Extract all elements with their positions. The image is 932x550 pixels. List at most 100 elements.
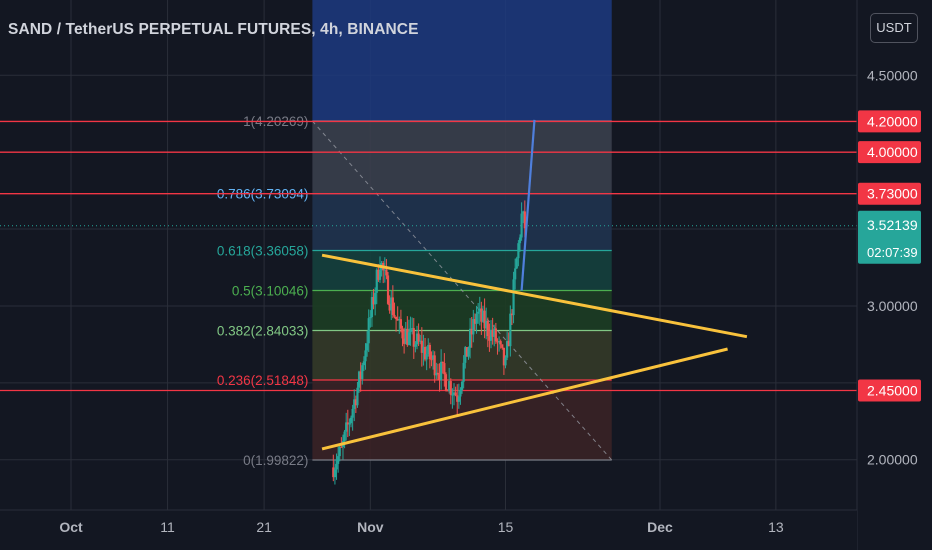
candle-body [374, 292, 377, 305]
candle-body [470, 328, 473, 335]
candle-body [518, 237, 522, 244]
candle-body [404, 328, 407, 344]
candle-body [431, 355, 435, 360]
fib-level-label: 0.618(3.36058) [217, 243, 309, 258]
price-tick-label: 2.00000 [867, 452, 918, 468]
price-tick-label: 3.00000 [867, 298, 918, 314]
candle-body [337, 456, 340, 464]
candle-body [449, 381, 452, 395]
currency-button[interactable]: USDT [870, 13, 918, 43]
candle-body [366, 343, 369, 351]
price-tick-label: 4.50000 [867, 67, 918, 83]
last-price-badge [858, 210, 921, 264]
candle-body [396, 319, 399, 321]
level-price-badge [858, 110, 921, 133]
candle-body [460, 381, 464, 391]
time-tick-label: 21 [256, 519, 272, 535]
candle-body [345, 422, 348, 432]
candle-body [457, 396, 460, 402]
candle-body [502, 347, 505, 366]
candle-body [489, 329, 493, 341]
candle-body [493, 328, 496, 337]
candle-body [422, 346, 425, 353]
time-tick-label: 13 [768, 519, 784, 535]
candle-body [514, 268, 517, 280]
candle-body [481, 310, 485, 322]
candle-body [520, 213, 523, 238]
candle-body [512, 279, 515, 316]
candle-body [452, 392, 456, 395]
candle-body [420, 340, 423, 353]
candle-body [394, 316, 398, 320]
candle-body [417, 333, 420, 342]
fib-band [312, 290, 612, 331]
candle-body [448, 381, 451, 391]
fib-band [312, 193, 612, 251]
candle-body [407, 332, 411, 346]
candle-body [354, 399, 357, 406]
candle-body [367, 318, 370, 344]
candle-body [480, 308, 483, 322]
candle-body [478, 308, 481, 312]
level-price-badge [858, 182, 921, 205]
candle-body [433, 355, 436, 376]
fib-level-label: 0.382(2.84033) [217, 324, 309, 339]
candle-body [465, 347, 468, 357]
candle-body [438, 373, 441, 381]
candle-body [443, 363, 446, 375]
candle-body [488, 336, 491, 341]
time-tick-label: Dec [647, 519, 673, 535]
price-scale[interactable] [857, 0, 932, 550]
time-axis[interactable] [0, 510, 857, 550]
candle-body [494, 328, 497, 342]
candle-body [515, 258, 518, 269]
candle-body [406, 328, 409, 346]
candle-body [335, 463, 338, 470]
candle-body [459, 390, 462, 397]
candle-body [499, 341, 502, 345]
level-price-label: 3.73000 [867, 186, 918, 202]
candle-body [522, 211, 525, 214]
candle-body [485, 320, 488, 329]
fib-level-label: 0.236(2.51848) [217, 373, 309, 388]
last-price-value: 3.52139 [867, 217, 918, 233]
level-price-badge [858, 379, 921, 402]
candle-body [393, 314, 396, 317]
candle-body [412, 328, 415, 347]
triangle-lower-trendline[interactable] [321, 347, 728, 451]
candle-body [506, 341, 509, 358]
candle-body [501, 344, 504, 348]
candle-body [486, 320, 489, 337]
projection-line[interactable] [520, 119, 536, 291]
candle-body [362, 361, 365, 366]
candle-body [357, 371, 361, 388]
candle-body [517, 243, 520, 259]
fib-level-label: 0(1.99822) [243, 453, 308, 468]
level-price-label: 4.20000 [867, 113, 918, 129]
candle-body [398, 319, 401, 321]
candle-body [364, 350, 367, 362]
triangle-upper-trendline[interactable] [321, 253, 748, 339]
candle-body [415, 333, 419, 345]
time-tick-label: Oct [59, 519, 83, 535]
candle-body [496, 341, 499, 343]
candle-body [510, 313, 514, 316]
time-tick-label: 15 [498, 519, 514, 535]
chart-title: SAND / TetherUS PERPETUAL FUTURES, 4h, B… [8, 21, 419, 38]
candle-body [369, 317, 372, 319]
candle-body [491, 329, 494, 337]
candle-body [353, 399, 356, 409]
candle-body [425, 354, 428, 360]
candle-body [497, 341, 501, 343]
fib-level-label: 0.5(3.10046) [232, 283, 309, 298]
candle-body [462, 362, 465, 382]
candle-body [472, 319, 475, 335]
candle-body [419, 340, 422, 342]
candle-body [388, 303, 391, 311]
candle-body [349, 417, 353, 424]
candle-body [333, 469, 337, 478]
level-price-label: 4.00000 [867, 144, 918, 160]
candle-body [338, 446, 341, 457]
candle-body [332, 467, 335, 478]
